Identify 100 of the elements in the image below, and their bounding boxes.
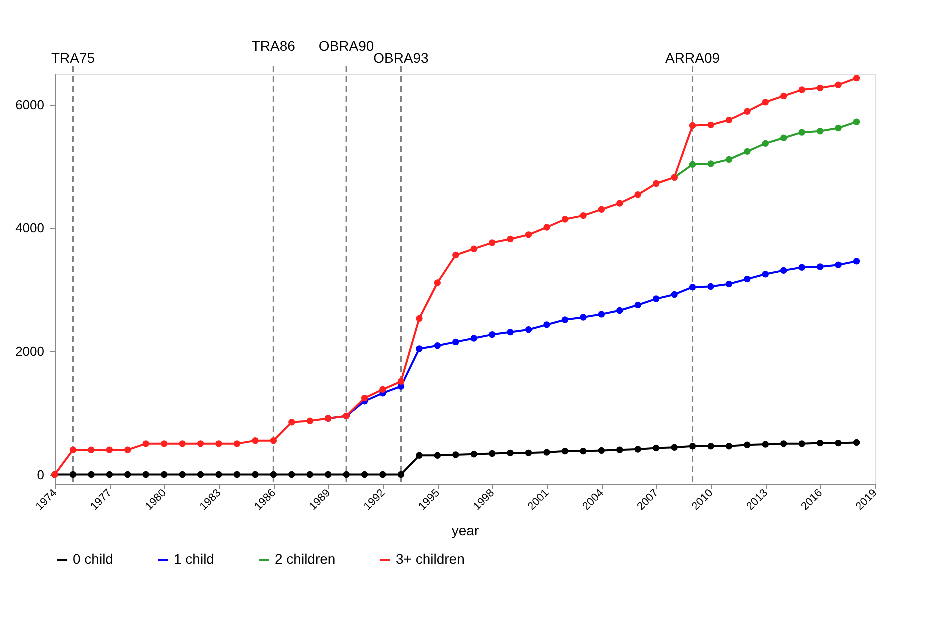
point [88, 471, 95, 478]
legend-label: 3+ children [396, 551, 465, 567]
point [124, 471, 132, 478]
y-tick-label: 6000 [16, 97, 44, 112]
point [452, 338, 460, 346]
point [88, 446, 95, 454]
point [270, 471, 278, 478]
point [380, 471, 386, 478]
point [416, 315, 423, 322]
point [398, 471, 405, 478]
point [488, 240, 496, 246]
point [106, 471, 114, 478]
point [580, 448, 587, 455]
x-axis-title: year [452, 522, 480, 538]
point [216, 471, 222, 478]
point [835, 440, 842, 447]
point [525, 450, 532, 457]
ref-line-label: ARRA09 [666, 50, 720, 66]
point [780, 92, 788, 100]
point [853, 439, 860, 446]
point [726, 280, 733, 288]
point [652, 296, 660, 302]
point [652, 180, 660, 188]
legend-label: 0 child [73, 551, 114, 567]
point [70, 471, 77, 478]
point [798, 86, 806, 94]
point [708, 283, 714, 290]
point [762, 99, 770, 106]
point [252, 437, 259, 444]
point [780, 134, 788, 142]
point [671, 291, 678, 298]
point [525, 326, 532, 334]
point [398, 378, 405, 385]
point [470, 451, 478, 458]
point [853, 118, 860, 126]
point [361, 471, 368, 478]
point [179, 440, 186, 448]
point [416, 346, 423, 352]
point [652, 444, 660, 452]
point [434, 280, 442, 286]
point [616, 446, 624, 454]
point [835, 124, 842, 132]
ref-line-label: TRA75 [51, 50, 96, 66]
point [634, 302, 642, 309]
point [288, 471, 296, 478]
point [689, 161, 696, 168]
point [708, 160, 714, 168]
point [452, 452, 460, 458]
ref-line-label: TRA86 [252, 38, 296, 54]
point [434, 452, 442, 459]
point [252, 471, 259, 478]
ref-line-label: OBRA93 [374, 50, 430, 66]
point [434, 342, 442, 350]
point [562, 216, 569, 223]
point [270, 437, 278, 444]
point [762, 271, 770, 278]
point [798, 440, 806, 448]
point [106, 446, 114, 454]
point [744, 108, 751, 115]
point [726, 156, 733, 164]
point [798, 264, 806, 271]
point [416, 452, 423, 459]
point [708, 122, 714, 129]
point [216, 440, 222, 448]
point [562, 448, 569, 455]
point [361, 394, 368, 402]
legend-label: 1 child [174, 551, 214, 567]
point [762, 140, 770, 148]
point [634, 191, 642, 198]
point [726, 116, 733, 124]
point [197, 471, 204, 478]
point [234, 440, 241, 448]
point [142, 471, 150, 478]
point [306, 418, 314, 424]
point [544, 449, 550, 456]
point [689, 122, 696, 130]
point [835, 262, 842, 268]
point [835, 82, 842, 88]
point [142, 440, 150, 448]
point [744, 148, 751, 156]
point [853, 74, 860, 82]
y-tick-label: 4000 [16, 220, 44, 236]
point [380, 386, 386, 394]
point [580, 314, 587, 321]
point [816, 84, 824, 92]
point [762, 441, 770, 448]
y-tick-label: 0 [37, 467, 44, 482]
y-tick-label: 2000 [16, 344, 44, 359]
point [488, 331, 496, 338]
point [507, 450, 514, 457]
legend-label: 2 children [275, 551, 336, 567]
point [708, 443, 714, 450]
point [816, 440, 824, 447]
point [179, 471, 186, 478]
point [744, 442, 751, 449]
point [798, 129, 806, 136]
point [507, 328, 514, 336]
point [744, 276, 751, 283]
point [598, 206, 606, 213]
point [544, 322, 550, 328]
